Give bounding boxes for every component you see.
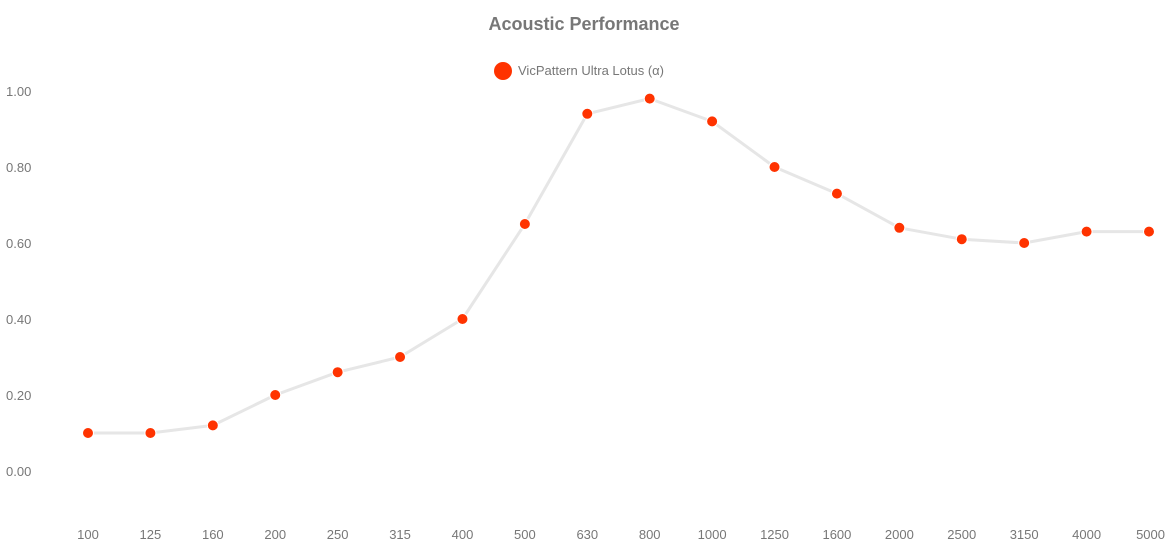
y-tick-label: 1.00 [6, 84, 31, 99]
x-tick-label: 800 [639, 527, 661, 542]
x-tick-label: 4000 [1072, 527, 1101, 542]
data-point[interactable] [581, 107, 594, 120]
data-point[interactable] [706, 115, 719, 128]
x-tick-label: 5000 [1136, 527, 1165, 542]
x-tick-label: 500 [514, 527, 536, 542]
chart-title: Acoustic Performance [488, 14, 679, 34]
y-tick-label: 0.60 [6, 236, 31, 251]
x-tick-label: 100 [77, 527, 99, 542]
data-point[interactable] [269, 389, 282, 401]
series-layer [82, 92, 1155, 439]
x-tick-label: 3150 [1010, 527, 1039, 542]
x-tick-label: 125 [140, 527, 162, 542]
data-point[interactable] [1018, 237, 1031, 249]
data-point[interactable] [830, 187, 843, 200]
x-tick-label: 200 [264, 527, 286, 542]
data-point[interactable] [643, 92, 656, 105]
data-point[interactable] [206, 419, 219, 432]
x-tick-label: 2000 [885, 527, 914, 542]
data-point[interactable] [331, 366, 344, 379]
x-tick-label: 630 [576, 527, 598, 542]
data-point[interactable] [144, 427, 157, 439]
data-point[interactable] [893, 221, 906, 234]
x-tick-label: 1250 [760, 527, 789, 542]
data-point[interactable] [1080, 225, 1093, 238]
series-line [88, 97, 1149, 435]
legend-label: VicPattern Ultra Lotus (α) [518, 63, 664, 78]
data-point[interactable] [394, 351, 407, 363]
y-tick-label: 0.20 [6, 388, 31, 403]
x-tick-label: 250 [327, 527, 349, 542]
x-tick-label: 2500 [947, 527, 976, 542]
data-point[interactable] [456, 313, 469, 325]
x-tick-label: 400 [452, 527, 474, 542]
legend[interactable]: VicPattern Ultra Lotus (α) [494, 62, 664, 80]
y-tick-label: 0.00 [6, 464, 31, 479]
data-point[interactable] [955, 233, 968, 246]
y-axis: 0.00 0.20 0.40 0.60 0.80 1.00 [6, 84, 31, 479]
x-tick-label: 1600 [822, 527, 851, 542]
data-point[interactable] [82, 427, 94, 439]
y-tick-label: 0.80 [6, 160, 31, 175]
data-point[interactable] [518, 218, 531, 230]
x-tick-label: 315 [389, 527, 411, 542]
data-point[interactable] [768, 161, 781, 173]
x-axis: 100 125 160 200 250 315 400 500 630 800 1000 1250 16… [77, 527, 1165, 542]
legend-marker-icon [494, 62, 512, 80]
y-tick-label: 0.40 [6, 312, 31, 327]
data-point[interactable] [1143, 225, 1155, 238]
x-tick-label: 160 [202, 527, 224, 542]
x-tick-label: 1000 [698, 527, 727, 542]
